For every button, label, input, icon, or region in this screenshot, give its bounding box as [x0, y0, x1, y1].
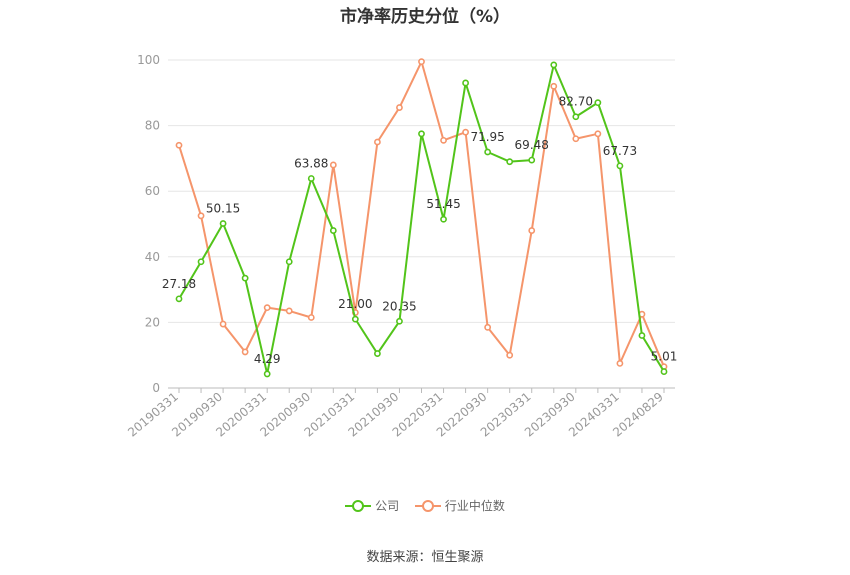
data-point-1: [396, 104, 403, 111]
data-point-1: [616, 359, 624, 367]
data-point-0: [396, 317, 403, 325]
data-point-0: [351, 315, 359, 323]
data-point-1: [241, 348, 249, 356]
data-point-0: [616, 162, 624, 170]
y-tick-label: 0: [152, 381, 160, 395]
data-point-0: [175, 295, 183, 303]
y-tick-label: 20: [145, 315, 160, 329]
chart-title: 市净率历史分位（%）: [339, 7, 511, 27]
data-point-1: [219, 320, 227, 328]
legend-item-industry-median[interactable]: 行业中位数: [414, 497, 505, 514]
data-point-1: [484, 323, 492, 331]
data-label: 69.48: [515, 138, 549, 152]
data-point-0: [241, 274, 249, 282]
data-point-1: [263, 304, 271, 312]
series-lines: [175, 58, 668, 378]
data-point-0: [285, 258, 293, 266]
data-label: 71.95: [470, 130, 504, 144]
data-point-0: [638, 332, 646, 339]
series-line-0: [178, 63, 665, 375]
legend-item-company[interactable]: 公司: [345, 497, 399, 514]
data-point-1: [175, 141, 183, 149]
data-point-1: [506, 351, 514, 359]
data-point-1: [329, 161, 337, 169]
data-point-0: [263, 370, 271, 378]
legend: 公司 行业中位数: [0, 497, 850, 515]
data-point-0: [528, 156, 536, 164]
data-point-0: [550, 61, 558, 69]
data-point-1: [440, 136, 447, 144]
data-point-1: [197, 212, 205, 220]
data-point-1: [418, 58, 425, 66]
source-note: 数据来源：恒生聚源: [366, 550, 484, 565]
data-point-0: [329, 227, 337, 234]
y-tick-label: 100: [137, 53, 160, 67]
legend-company-marker-icon: [345, 499, 372, 512]
data-label: 21.00: [338, 297, 372, 311]
data-label: 27.18: [162, 277, 196, 291]
data-point-1: [528, 227, 536, 234]
legend-industry-label: 行业中位数: [444, 499, 505, 513]
data-label: 67.73: [603, 144, 637, 158]
data-point-0: [374, 350, 381, 357]
y-tick-label: 80: [145, 119, 160, 133]
data-point-0: [440, 215, 447, 223]
data-point-0: [506, 158, 514, 166]
data-label: 51.45: [426, 197, 460, 211]
data-point-0: [462, 79, 469, 87]
data-label: 20.35: [382, 299, 416, 313]
data-labels: 27.18 50.15 4.29 63.88 21.00 20.35 51.45 71.95 6…: [162, 95, 678, 366]
data-label: 4.29: [254, 352, 281, 366]
data-label: 82.70: [559, 95, 593, 109]
data-label: 63.88: [294, 156, 328, 170]
data-point-1: [307, 314, 315, 321]
data-point-0: [197, 258, 205, 266]
data-label: 50.15: [206, 202, 240, 216]
legend-industry-marker-icon: [414, 499, 441, 512]
data-point-0: [572, 113, 580, 121]
data-point-0: [660, 368, 668, 375]
data-point-1: [462, 128, 469, 136]
grid-lines: [168, 59, 675, 323]
y-tick-label: 40: [145, 250, 160, 264]
data-point-0: [484, 148, 492, 156]
data-point-0: [594, 99, 602, 107]
data-point-1: [572, 135, 580, 143]
data-point-1: [285, 307, 293, 315]
data-point-1: [550, 82, 558, 90]
data-point-0: [418, 130, 425, 138]
data-point-0: [219, 220, 227, 227]
legend-company-label: 公司: [375, 499, 400, 513]
data-point-1: [594, 130, 602, 138]
data-point-1: [374, 138, 381, 146]
y-tick-label: 60: [145, 184, 160, 198]
data-label: 5.01: [651, 350, 678, 364]
data-point-0: [307, 175, 315, 182]
